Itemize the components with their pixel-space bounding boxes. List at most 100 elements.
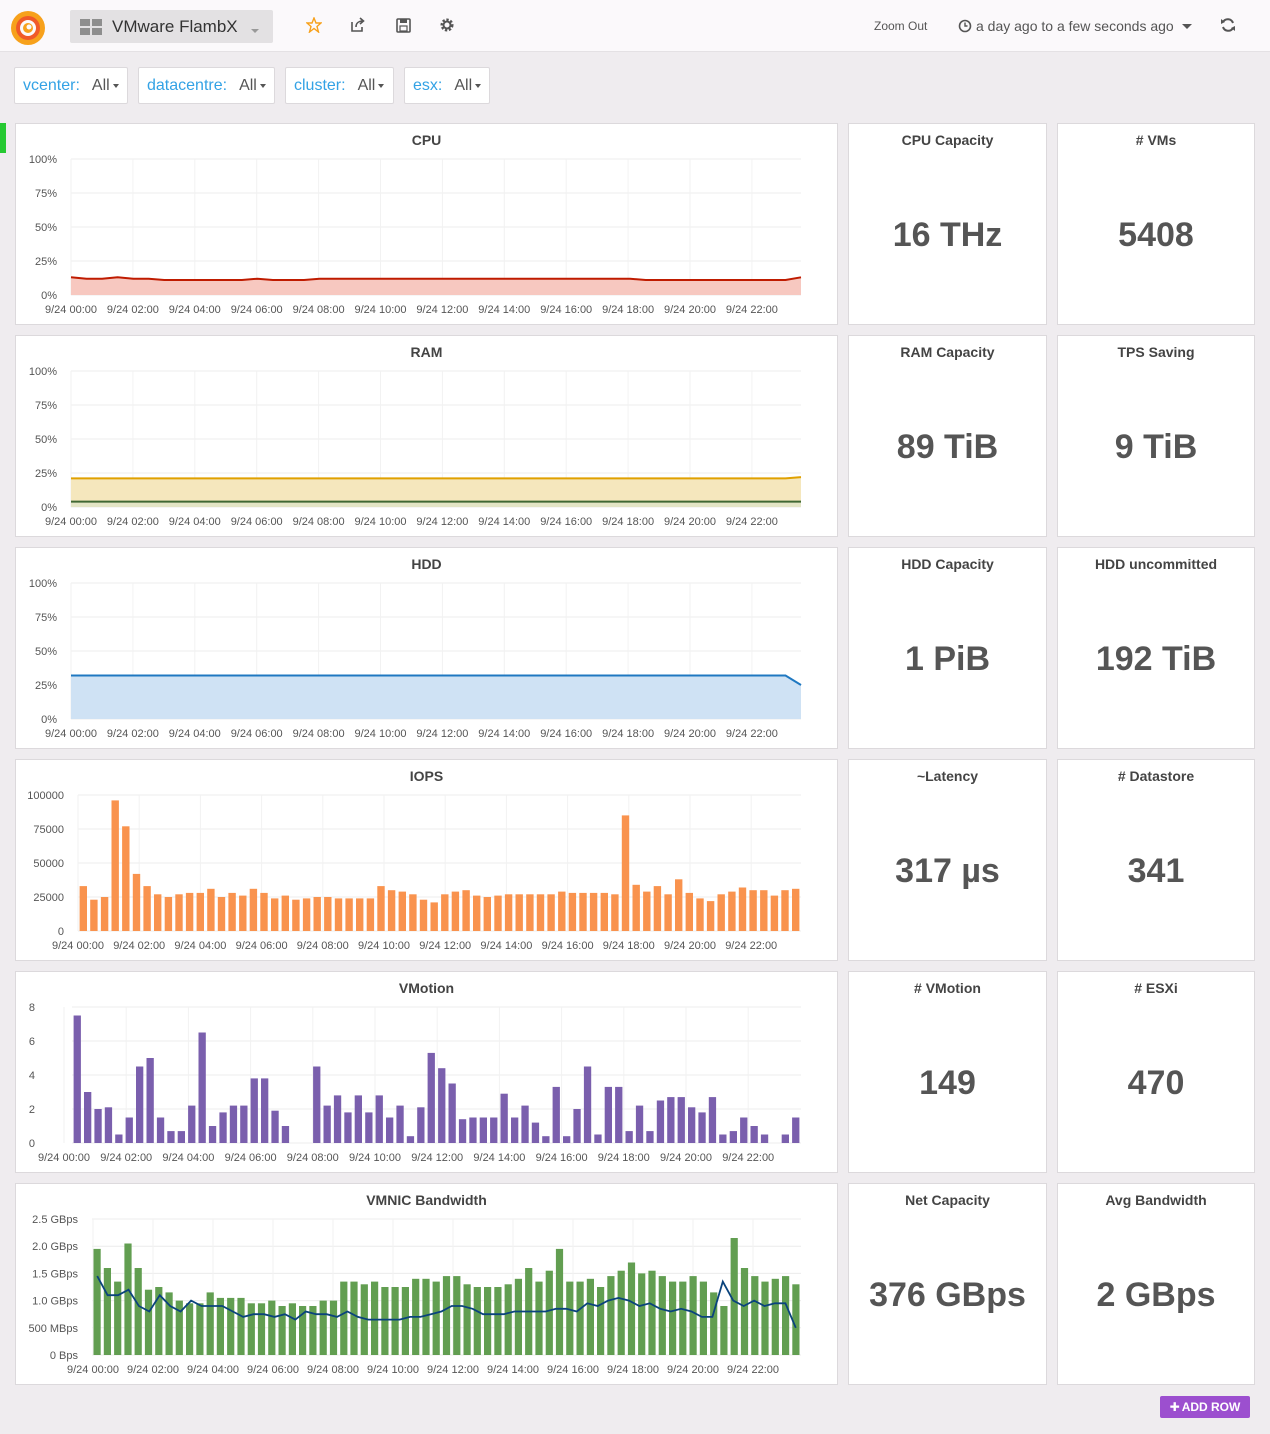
panel-title[interactable]: IOPS <box>409 768 444 784</box>
bar <box>104 1107 113 1143</box>
x-tick-label: 9/24 16:00 <box>542 940 594 952</box>
panel-title[interactable]: RAM Capacity <box>900 344 995 360</box>
x-tick-label: 9/24 00:00 <box>38 1152 90 1164</box>
panel-title[interactable]: # Datastore <box>1117 768 1195 784</box>
datastore-panel: # Datastore 341 <box>1057 759 1255 961</box>
bar <box>278 1306 286 1355</box>
x-tick-label: 9/24 22:00 <box>726 516 778 528</box>
bar <box>391 1287 399 1355</box>
bar <box>615 1086 623 1143</box>
save-icon[interactable] <box>393 15 413 35</box>
grafana-logo-icon[interactable] <box>9 9 47 47</box>
variable-cluster[interactable]: cluster: All <box>285 67 394 104</box>
bar <box>125 1117 133 1143</box>
stat-value: 1 PiB <box>904 640 991 678</box>
bar <box>422 1278 430 1355</box>
y-tick-label: 6 <box>29 1036 35 1048</box>
bar <box>514 1278 522 1355</box>
dashboard-title: VMware FlambX <box>112 16 238 36</box>
panel-title[interactable]: VMotion <box>398 980 455 996</box>
x-tick-label: 9/24 04:00 <box>187 1364 239 1376</box>
bar <box>617 1270 625 1355</box>
y-tick-label: 75000 <box>33 824 64 836</box>
bar <box>597 1287 605 1355</box>
top-navbar: VMware FlambX Zoom Out a day ago to a fe… <box>0 0 1270 52</box>
zoom-out-button[interactable]: Zoom Out <box>874 19 928 33</box>
panel-title[interactable]: HDD uncommitted <box>1094 556 1218 572</box>
variable-vcenter[interactable]: vcenter: All <box>14 67 128 104</box>
dashboard-title-button[interactable]: VMware FlambX <box>70 10 273 43</box>
bar <box>555 1248 564 1355</box>
stat-value: 5408 <box>1118 216 1194 254</box>
bar <box>490 1117 498 1143</box>
panel-title[interactable]: CPU Capacity <box>901 132 994 148</box>
panel-title[interactable]: HDD Capacity <box>901 556 994 572</box>
bar <box>313 1066 321 1143</box>
variable-datacentre[interactable]: datacentre: All <box>138 67 275 104</box>
bar <box>656 1100 665 1143</box>
panel-title[interactable]: TPS Saving <box>1117 344 1195 360</box>
panel-title[interactable]: CPU <box>411 132 442 148</box>
panel-title[interactable]: HDD <box>411 556 442 572</box>
y-tick-label: 75% <box>35 188 57 200</box>
stat-value: 376 GBps <box>869 1276 1026 1314</box>
x-tick-label: 9/24 12:00 <box>416 304 468 316</box>
x-tick-label: 9/24 10:00 <box>358 940 410 952</box>
panel-title[interactable]: # VMs <box>1135 132 1177 148</box>
avg-bandwidth-panel: Avg Bandwidth 2 GBps <box>1057 1183 1255 1385</box>
x-tick-label: 9/24 20:00 <box>667 1364 719 1376</box>
bar <box>484 1287 492 1355</box>
x-tick-label: 9/24 22:00 <box>726 728 778 740</box>
add-row-button[interactable]: ✚ ADD ROW <box>1160 1396 1250 1418</box>
add-row-label: ADD ROW <box>1181 1400 1241 1414</box>
caret-down-icon <box>112 83 119 88</box>
series-area <box>71 675 801 719</box>
y-tick-label: 2 <box>29 1104 35 1116</box>
ram-chart: 100% 75% 50% 25% 0% 9/24 00:00 9/24 02:00 9/24 … <box>29 366 802 528</box>
bar <box>386 1117 394 1143</box>
bar <box>375 1095 383 1143</box>
gear-icon[interactable] <box>437 15 457 35</box>
panel-title[interactable]: # VMotion <box>914 980 981 996</box>
caret-down-icon <box>475 83 482 88</box>
x-tick-label: 9/24 20:00 <box>664 516 716 528</box>
bar <box>207 888 215 931</box>
bar <box>387 890 396 931</box>
bar <box>646 1131 654 1143</box>
star-icon[interactable] <box>304 15 324 35</box>
panel-title[interactable]: RAM <box>410 344 443 360</box>
x-tick-label: 9/24 14:00 <box>478 516 530 528</box>
panel-title[interactable]: ~Latency <box>916 768 979 784</box>
x-tick-label: 9/24 08:00 <box>307 1364 359 1376</box>
x-tick-label: 9/24 16:00 <box>540 728 592 740</box>
hdd-chart: 100% 75% 50% 25% 0% 9/24 00:00 9/24 02:00 9/24 … <box>29 578 802 740</box>
variable-value: All <box>91 76 110 94</box>
refresh-icon[interactable] <box>1218 15 1238 35</box>
variable-esx[interactable]: esx: All <box>404 67 490 104</box>
share-icon[interactable] <box>348 15 368 35</box>
bar <box>344 1112 352 1143</box>
bar <box>334 898 343 931</box>
caret-down-icon <box>378 83 385 88</box>
bar <box>401 1287 409 1355</box>
panel-title[interactable]: VMNIC Bandwidth <box>366 1192 487 1208</box>
bar <box>542 1136 550 1143</box>
panel-title[interactable]: # ESXi <box>1134 980 1178 996</box>
bar <box>345 898 353 931</box>
bar <box>350 1281 358 1355</box>
bar <box>365 1112 373 1143</box>
panel-title[interactable]: Net Capacity <box>905 1192 990 1208</box>
y-tick-label: 0% <box>41 290 57 302</box>
bar <box>186 1303 194 1355</box>
bar <box>648 1270 656 1355</box>
bar <box>653 886 662 931</box>
row-collapse-handle[interactable] <box>0 123 6 153</box>
x-tick-label: 9/24 12:00 <box>416 728 468 740</box>
panel-title[interactable]: Avg Bandwidth <box>1105 1192 1207 1208</box>
cpu-graph-panel: CPU 100% 75% 50% 25% 0% 9/24 00:00 9/24 02:00 9… <box>15 123 838 325</box>
iops-chart: 100000 75000 50000 25000 0 9/24 00:00 9/24 02:… <box>27 790 801 952</box>
series-line <box>71 476 802 480</box>
time-range-picker[interactable]: a day ago to a few seconds ago <box>958 18 1192 34</box>
bar <box>309 1306 317 1355</box>
variable-value: All <box>357 76 376 94</box>
